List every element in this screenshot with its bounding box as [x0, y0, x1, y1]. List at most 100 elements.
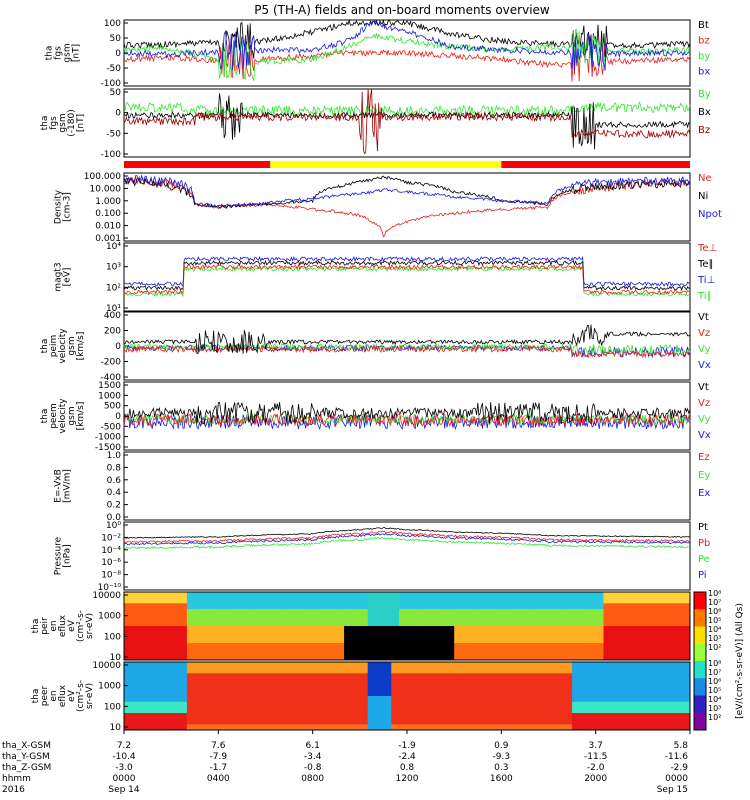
peer-cell — [257, 662, 266, 669]
peir-cell — [635, 620, 644, 627]
peer-cell — [147, 667, 156, 674]
peir-cell — [289, 614, 298, 621]
peer-cell — [548, 707, 557, 714]
peer-cell — [375, 684, 384, 691]
peir-cell — [572, 614, 581, 621]
peer-cell — [485, 713, 494, 720]
peer-cell — [572, 713, 581, 720]
colorbar-tick-top: 10⁸ — [708, 589, 721, 598]
peer-cell — [422, 718, 432, 725]
peer-cell — [517, 707, 526, 714]
peir-cell — [124, 643, 133, 650]
peir-cell — [619, 603, 628, 610]
peir-cell — [556, 648, 565, 655]
peir-cell — [603, 648, 612, 655]
peer-cell — [352, 724, 361, 731]
peir-cell — [289, 592, 298, 599]
peer-cell — [438, 690, 447, 697]
peer-cell — [273, 673, 282, 680]
peir-cell — [666, 609, 675, 616]
peir-cell — [540, 609, 549, 616]
peir-cell — [359, 592, 369, 599]
peer-cell — [509, 690, 518, 697]
peer-cell — [139, 724, 149, 731]
peer-cell — [163, 667, 172, 674]
peir-cell — [611, 609, 620, 616]
peer-cell — [446, 679, 455, 686]
peir-cell — [603, 609, 612, 616]
peir-cell — [202, 626, 211, 633]
peir-cell — [257, 648, 266, 655]
peir-cell — [454, 631, 463, 638]
peir-cell — [241, 609, 251, 616]
peer-cell — [532, 696, 542, 703]
fgs_sm-legend-By: By — [698, 89, 711, 100]
peir-cell — [446, 609, 455, 616]
peir-cell — [666, 626, 675, 633]
peir-cell — [124, 620, 133, 627]
peir-cell — [619, 643, 628, 650]
peer-cell — [218, 667, 227, 674]
peir-ylabel: tha peir en eflux eV (cm²-s-sr-eV) — [31, 610, 95, 642]
peer-cell — [273, 707, 282, 714]
peir-cell — [147, 626, 156, 633]
peer-cell — [540, 673, 549, 680]
peer-cell — [344, 684, 353, 691]
peer-cell — [564, 667, 573, 674]
peer-cell — [210, 713, 219, 720]
peir-cell — [532, 592, 542, 599]
peer-cell — [485, 673, 494, 680]
peir-cell — [210, 603, 219, 610]
peer-cell — [572, 667, 581, 674]
peir-cell — [257, 626, 266, 633]
peer-cell — [234, 679, 243, 686]
peer-cell — [532, 673, 542, 680]
peir-cell — [139, 631, 149, 638]
peir-cell — [509, 609, 518, 616]
peer-cell — [289, 684, 298, 691]
peir-cell — [548, 592, 557, 599]
x-tick-label: Sep 14 — [108, 785, 140, 795]
peer-cell — [509, 662, 518, 669]
peir-cell — [532, 643, 542, 650]
peir-cell — [320, 637, 329, 644]
peer-ytick: 1000 — [98, 682, 121, 692]
peer-cell — [485, 690, 494, 697]
peer-ytick: 10 — [110, 723, 122, 733]
peer-cell — [186, 696, 196, 703]
peir-cell — [666, 614, 675, 621]
x-tick-label: 2000 — [584, 774, 607, 784]
peir-cell — [430, 597, 439, 604]
peer-cell — [399, 662, 408, 669]
peer-cell — [407, 673, 416, 680]
peer-cell — [556, 707, 565, 714]
peer-cell — [548, 662, 557, 669]
peir-cell — [635, 631, 644, 638]
peer-cell — [666, 713, 675, 720]
peer-cell — [320, 662, 329, 669]
peir-cell — [454, 597, 463, 604]
peir-cell — [312, 648, 322, 655]
peer-ylabel-line: eflux — [58, 684, 68, 707]
peer-cell — [572, 684, 581, 691]
peir-cell — [249, 620, 259, 627]
peer-cell — [477, 718, 487, 725]
peir-cell — [344, 654, 353, 661]
peir-cell — [454, 592, 463, 599]
peer-cell — [658, 713, 667, 720]
peer-cell — [312, 696, 322, 703]
peir-cell — [155, 609, 164, 616]
peer-cell — [682, 707, 691, 714]
peir-cell — [312, 620, 322, 627]
peer-cell — [186, 690, 196, 697]
peer-cell — [257, 679, 266, 686]
peir-cell — [430, 603, 439, 610]
density-ylabel-line: Density — [54, 189, 64, 224]
peer-cell — [328, 673, 337, 680]
peem-ylabel-line: [km/s] — [76, 402, 86, 431]
peer-cell — [352, 679, 361, 686]
peir-cell — [462, 648, 471, 655]
peer-cell — [234, 707, 243, 714]
peir-cell — [155, 637, 164, 644]
peir-cell — [658, 643, 667, 650]
